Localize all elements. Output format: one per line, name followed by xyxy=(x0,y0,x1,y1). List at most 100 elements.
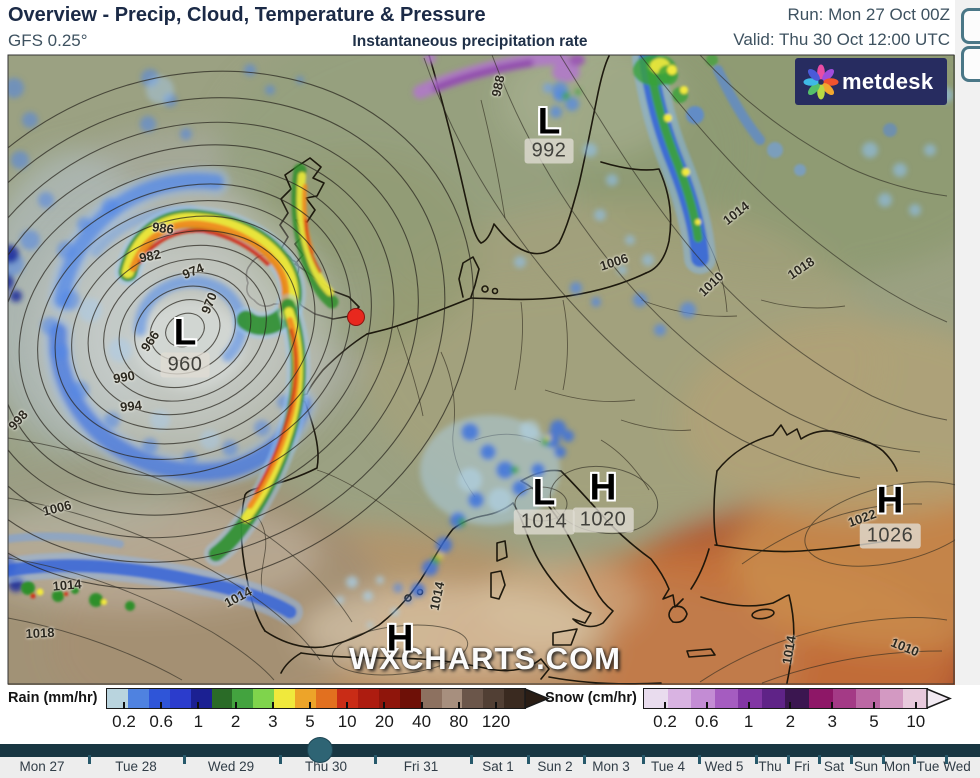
side-button-bottom[interactable] xyxy=(961,46,980,82)
timeline-track[interactable] xyxy=(0,744,980,757)
timeline-day-label[interactable]: Fri 31 xyxy=(403,759,439,774)
legend-tick-label: 10 xyxy=(337,712,357,731)
legend-color-segment xyxy=(399,689,421,708)
legend-color-segment xyxy=(441,689,463,708)
legend-color-segment xyxy=(357,689,379,708)
timeline-day-label[interactable]: Wed 5 xyxy=(704,759,744,774)
legend-tick-label: 3 xyxy=(827,712,837,731)
timeline-day-label[interactable]: Sun 2 xyxy=(537,759,573,774)
legend-tick-label: 40 xyxy=(412,712,432,731)
timeline-day-label[interactable]: Sun xyxy=(853,759,879,774)
legend-tick xyxy=(495,702,497,709)
legend-tick-label: 5 xyxy=(305,712,315,731)
legend-tick xyxy=(123,702,125,709)
legend-color-segment xyxy=(253,689,275,708)
legend-color-segment xyxy=(738,689,762,708)
legend-tick xyxy=(160,702,163,709)
page-title: Overview - Precip, Cloud, Temperature & … xyxy=(8,4,486,26)
side-button-top[interactable] xyxy=(961,8,980,44)
legend-tick xyxy=(234,702,237,709)
timeline-day-label[interactable]: Mon xyxy=(883,759,911,774)
legend-color-segment xyxy=(691,689,715,708)
timeline-day-label[interactable]: Tue xyxy=(916,759,940,774)
rain-legend-label: Rain (mm/hr) xyxy=(8,690,98,706)
timeline-day-label[interactable]: Thu 30 xyxy=(304,759,348,774)
timeline-slider-handle[interactable] xyxy=(307,737,333,763)
legend-color-segment xyxy=(169,689,191,708)
legend-tick xyxy=(789,702,792,709)
legend-footer: Rain (mm/hr) 0.2 0.6 1 2 3 5 10 20 40 80 120 Snow … xyxy=(0,685,980,744)
snow-colorbar xyxy=(643,688,928,709)
legend-tick xyxy=(664,702,666,709)
legend-color-segment xyxy=(903,689,927,708)
legend-tick-label: 1 xyxy=(193,712,204,731)
rain-colorbar-arrow xyxy=(524,688,550,709)
timeline-day-label[interactable]: Mon 27 xyxy=(19,759,65,774)
isobar-rings xyxy=(8,70,474,590)
legend-tick xyxy=(309,702,311,709)
legend-tick-label: 2 xyxy=(230,712,241,731)
legend-tick-label: 0.2 xyxy=(653,712,677,731)
map-frame xyxy=(7,54,955,685)
legend-tick-label: 0.6 xyxy=(694,712,719,731)
legend-tick-label: 10 xyxy=(906,712,926,731)
snow-legend-label: Snow (cm/hr) xyxy=(545,690,637,706)
baltic-rain-band xyxy=(632,55,897,274)
timeline-day-label[interactable]: Fri xyxy=(794,759,810,774)
legend-color-segment xyxy=(483,689,505,708)
run-time-label: Run: Mon 27 Oct 00Z xyxy=(787,5,950,24)
layer-subtitle: Instantaneous precipitation rate xyxy=(352,33,588,50)
timeline-day-label[interactable]: Sat xyxy=(823,759,845,774)
legend-color-segment xyxy=(761,689,786,708)
side-panel-strip xyxy=(955,0,980,685)
metdesk-logo: metdesk xyxy=(795,58,947,105)
timeline-label-strip xyxy=(0,757,980,778)
legend-tick-label: 5 xyxy=(869,712,879,731)
legend-tick-label: 1 xyxy=(743,712,754,731)
legend-tick xyxy=(747,702,750,709)
legend-tick xyxy=(831,702,834,709)
legend-color-segment xyxy=(211,689,233,708)
legend-color-segment xyxy=(148,689,170,708)
timeline-day-label[interactable]: Thu xyxy=(758,759,782,774)
isobar-curves xyxy=(8,55,955,684)
legend-color-segment xyxy=(232,689,254,708)
legend-color-segment xyxy=(504,689,526,708)
legend-tick-label: 120 xyxy=(481,712,511,731)
timeline-day-label[interactable]: Tue 28 xyxy=(115,759,157,774)
legend-tick xyxy=(346,702,349,709)
legend-tick-label: 0.6 xyxy=(149,712,174,731)
legend-tick xyxy=(420,702,423,709)
legend-tick-label: 80 xyxy=(449,712,469,731)
legend-color-segment xyxy=(879,689,904,708)
legend-tick-label: 2 xyxy=(785,712,796,731)
legend-tick xyxy=(914,702,917,709)
legend-color-segment xyxy=(190,689,212,708)
iberia-showers xyxy=(336,576,412,628)
alps-italy-showers xyxy=(411,415,574,597)
timeline-day-label[interactable]: Wed xyxy=(943,759,971,774)
legend-tick-label: 3 xyxy=(268,712,278,731)
legend-tick xyxy=(873,702,875,709)
legend-tick xyxy=(383,702,386,709)
legend-color-segment xyxy=(832,689,857,708)
legend-color-segment xyxy=(420,689,442,708)
timeline-day-label[interactable]: Wed 29 xyxy=(207,759,255,774)
legend-tick xyxy=(705,702,708,709)
snow-colorbar-arrow xyxy=(926,688,952,709)
timeline-day-label[interactable]: Sat 1 xyxy=(482,759,514,774)
timeline-day-label[interactable]: Tue 4 xyxy=(650,759,686,774)
legend-color-segment xyxy=(667,689,692,708)
legend-color-segment xyxy=(809,689,833,708)
legend-tick xyxy=(197,702,200,709)
model-label: GFS 0.25° xyxy=(8,31,88,50)
legend-tick-label: 0.2 xyxy=(112,712,136,731)
legend-tick xyxy=(271,702,274,709)
timeline-day-label[interactable]: Mon 3 xyxy=(592,759,630,774)
location-marker[interactable] xyxy=(347,308,365,326)
snow-legend-ticks: 0.2 0.6 1 2 3 5 10 xyxy=(643,688,980,738)
legend-color-segment xyxy=(127,689,149,708)
